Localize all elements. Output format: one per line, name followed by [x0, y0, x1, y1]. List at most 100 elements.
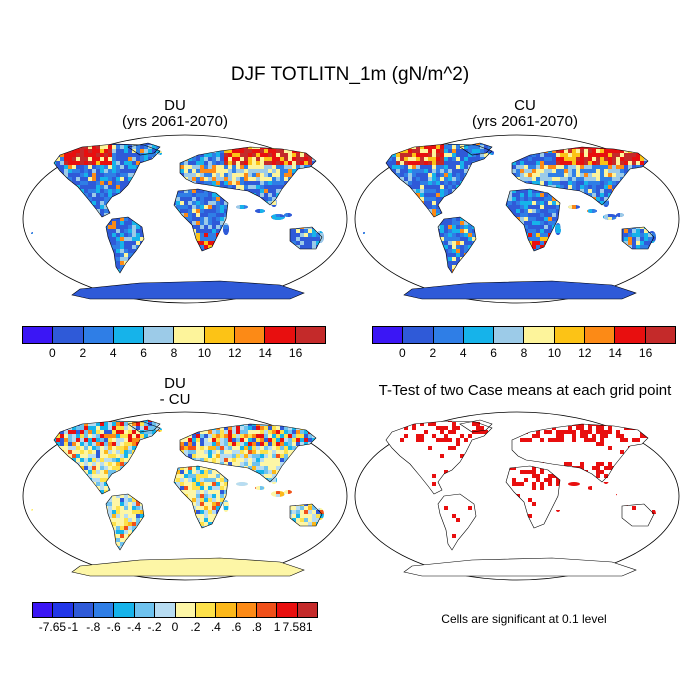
colorbar-diff-tick-label: 1 [273, 620, 281, 634]
coastline [53, 143, 161, 218]
main-title: DJF TOTLITN_1m (gN/m^2) [230, 64, 470, 85]
colorbar-diff-cell [134, 603, 156, 617]
colorbar-cu-cell [554, 327, 586, 343]
map-diff [22, 411, 348, 581]
coastline [179, 423, 317, 483]
colorbar-diff-tick-label: 7.581 [282, 620, 313, 634]
colorbar-du [22, 326, 326, 344]
coastline [505, 465, 561, 529]
panel-diff-title: DU - CU [60, 376, 290, 408]
colorbar-cu-cell [524, 327, 555, 343]
colorbar-du-cell [83, 327, 114, 343]
coastline [105, 493, 145, 551]
colorbar-cu-tick-label: 10 [547, 346, 562, 360]
colorbar-du-tick-label: 0 [49, 346, 56, 360]
coastline [127, 142, 161, 156]
map-du [22, 134, 348, 304]
colorbar-du-tick-label: 16 [288, 346, 303, 360]
colorbar-diff-cell [216, 603, 237, 617]
colorbar-du-cell [295, 327, 325, 343]
colorbar-du-tick-label: 6 [140, 346, 147, 360]
coastline [621, 226, 655, 250]
colorbar-diff-cell [33, 603, 54, 617]
colorbar-du-cell [144, 327, 175, 343]
panel-diff-name: DU [164, 375, 186, 392]
colorbar-cu [372, 326, 676, 344]
colorbar-diff-cell [94, 603, 115, 617]
colorbar-diff-cell [277, 603, 298, 617]
colorbar-diff-tick-label: -1 [67, 620, 79, 634]
panel-du-name: DU [164, 97, 186, 114]
colorbar-cu-tick-label: 8 [520, 346, 528, 360]
coastline [437, 216, 477, 274]
coastline [173, 188, 229, 252]
coastline [71, 557, 305, 577]
colorbar-du-tick-label: 12 [228, 346, 242, 360]
coastline [511, 423, 649, 483]
coastline [53, 420, 161, 495]
colorbar-diff-cell [155, 603, 176, 617]
colorbar-cu-cell [494, 327, 525, 343]
colorbar-du-cell [53, 327, 84, 343]
colorbar-diff-tick-label: -.4 [127, 620, 142, 634]
colorbar-diff-tick-label: .2 [190, 620, 201, 634]
colorbar-du-cell [23, 327, 54, 343]
panel-diff-subtitle: - CU [159, 391, 191, 408]
coastline [385, 420, 493, 495]
colorbar-diff-tick-label: -.2 [147, 620, 162, 634]
panel-cu-name: CU [514, 97, 536, 114]
colorbar-cu-cell [373, 327, 404, 343]
panel-cu-years: (yrs 2061-2070) [472, 113, 578, 130]
colorbar-cu-tick-label: 4 [459, 346, 467, 360]
colorbar-du-tick-label: 8 [170, 346, 178, 360]
colorbar-diff-tick-label: -.6 [106, 620, 121, 634]
colorbar-cu-tick-label: 0 [399, 346, 406, 360]
colorbar-du-ticks: 0 2 4 6 8 10 12 14 16 [22, 346, 326, 362]
coastline [289, 503, 323, 527]
colorbar-diff-cell [236, 603, 257, 617]
colorbar-diff-tick-label: .8 [251, 620, 262, 634]
colorbar-du-cell [204, 327, 236, 343]
colorbar-du-cell [265, 327, 296, 343]
colorbar-cu-tick-label: 12 [578, 346, 592, 360]
coastline [403, 557, 637, 577]
coastline [71, 280, 305, 300]
colorbar-cu-tick-label: 14 [608, 346, 622, 360]
coastline [173, 465, 229, 529]
colorbar-diff-ticks: -7.65 -1 -.8 -.6 -.4 -.2 0 .2 .4 .6 .8 1 7.581 [32, 620, 318, 636]
colorbar-du-tick-label: 2 [79, 346, 87, 360]
coastline [289, 226, 323, 250]
coastline [437, 493, 477, 551]
colorbar-cu-cell [463, 327, 495, 343]
colorbar-du-cell [174, 327, 205, 343]
panel-ttest-title: T-Test of two Case means at each grid po… [378, 382, 672, 399]
colorbar-du-tick-label: 10 [197, 346, 212, 360]
coastline [621, 503, 655, 527]
ttest-footnote: Cells are significant at 0.1 level [441, 612, 607, 626]
map-ttest [354, 411, 680, 581]
colorbar-du-tick-label: 14 [258, 346, 272, 360]
colorbar-diff-tick-label: -7.65 [38, 620, 67, 634]
colorbar-diff-tick-label: 0 [171, 620, 179, 634]
coastline [385, 143, 493, 218]
colorbar-diff-cell [114, 603, 135, 617]
colorbar-diff-cell [297, 603, 318, 617]
coastline [505, 188, 561, 252]
colorbar-cu-cell [645, 327, 675, 343]
coastline [459, 419, 493, 433]
colorbar-diff-cell [195, 603, 217, 617]
panel-du-title: DU (yrs 2061-2070) [60, 98, 290, 130]
colorbar-cu-cell [585, 327, 616, 343]
colorbar-diff-tick-label: .4 [210, 620, 221, 634]
coastline [403, 280, 637, 300]
colorbar-diff-tick-label: -.8 [86, 620, 101, 634]
coastline [127, 419, 161, 433]
colorbar-cu-cell [615, 327, 646, 343]
colorbar-cu-ticks: 0 2 4 6 8 10 12 14 16 [372, 346, 676, 362]
colorbar-du-cell [113, 327, 145, 343]
coastline [179, 146, 317, 206]
colorbar-cu-cell [403, 327, 434, 343]
coastline [459, 142, 493, 156]
colorbar-diff [32, 602, 318, 618]
coastline [511, 146, 649, 206]
